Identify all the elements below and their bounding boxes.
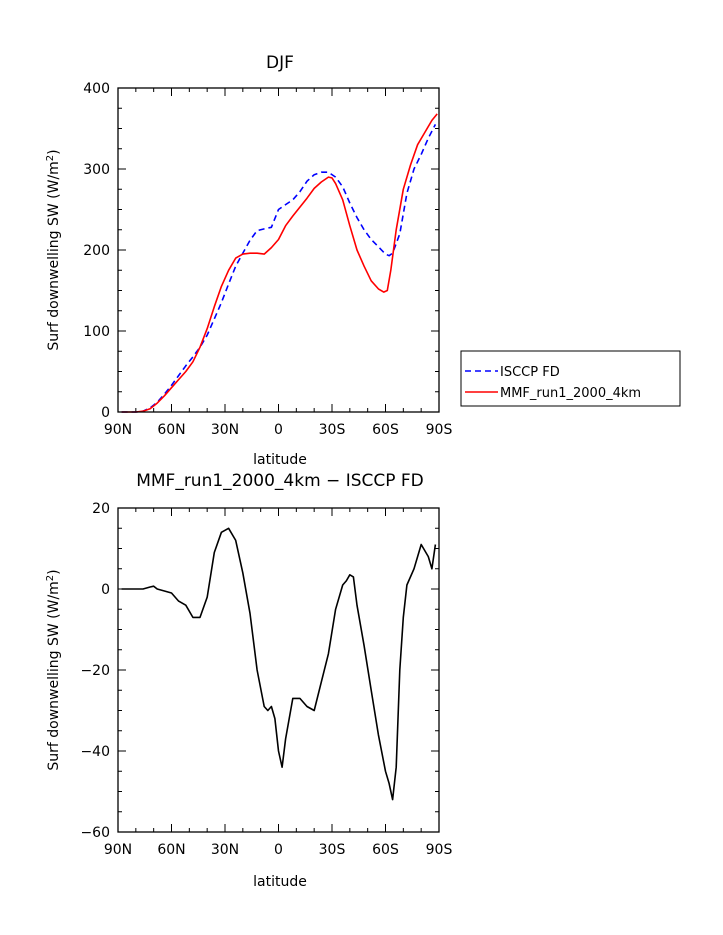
bottom-x-tick-label: 60S xyxy=(372,842,399,858)
top-y-tick-label: 200 xyxy=(83,243,110,259)
bottom-y-tick-label: −20 xyxy=(80,663,110,679)
top-x-tick-label: 60S xyxy=(372,422,399,438)
bottom-x-tick-label: 90N xyxy=(104,842,132,858)
bottom-x-tick-label: 30S xyxy=(319,842,346,858)
top-y-tick-label: 100 xyxy=(83,324,110,340)
top-title: DJF xyxy=(266,53,294,73)
bottom-panel: MMF_run1_2000_4km − ISCCP FD 90N 60N 30N 0 3… xyxy=(45,471,453,890)
bottom-x-tick-label: 30N xyxy=(211,842,239,858)
top-y-tick-label: 400 xyxy=(83,81,110,97)
top-series-line-0 xyxy=(121,124,437,413)
bottom-plot-frame xyxy=(117,507,440,833)
bottom-y-tick-label: 0 xyxy=(101,582,110,598)
top-x-tick-label: 0 xyxy=(274,422,283,438)
bottom-y-tick-label: −60 xyxy=(80,825,110,841)
bottom-y-tick-label: 20 xyxy=(92,501,110,517)
bottom-title: MMF_run1_2000_4km − ISCCP FD xyxy=(136,471,424,491)
bottom-y-axis-label: Surf downwelling SW (W/m2) xyxy=(45,569,63,770)
top-plot-area: 90N 60N 30N 0 30S 60S 90S 0 100 200 300 400 xyxy=(83,81,452,438)
top-x-tick-label: 60N xyxy=(157,422,185,438)
legend: ISCCP FD MMF_run1_2000_4km xyxy=(460,350,681,407)
legend-label-mmf: MMF_run1_2000_4km xyxy=(500,386,641,401)
legend-label-isccp: ISCCP FD xyxy=(500,365,560,380)
top-plot-frame xyxy=(117,87,440,413)
bottom-x-axis-label: latitude xyxy=(253,874,307,890)
bottom-x-tick-label: 0 xyxy=(274,842,283,858)
top-series-line-1 xyxy=(121,113,438,413)
bottom-x-tick-label: 90S xyxy=(426,842,453,858)
top-y-axis-label: Surf downwelling SW (W/m2) xyxy=(45,149,63,350)
top-x-tick-label: 30N xyxy=(211,422,239,438)
bottom-x-tick-label: 60N xyxy=(157,842,185,858)
bottom-series-line-0 xyxy=(121,527,437,801)
top-y-tick-label: 300 xyxy=(83,162,110,178)
bottom-y-tick-label: −40 xyxy=(80,744,110,760)
top-x-tick-label: 90S xyxy=(426,422,453,438)
legend-frame xyxy=(460,350,681,407)
top-x-tick-label: 90N xyxy=(104,422,132,438)
bottom-plot-area: 90N 60N 30N 0 30S 60S 90S −60 −40 −20 0 20 xyxy=(80,501,452,858)
top-x-tick-label: 30S xyxy=(319,422,346,438)
top-y-tick-label: 0 xyxy=(101,405,110,421)
top-panel: DJF 90N 60N 30N 0 30S 60S 90S 0 100 200 300 400 lat… xyxy=(45,53,453,468)
top-x-axis-label: latitude xyxy=(253,452,307,468)
